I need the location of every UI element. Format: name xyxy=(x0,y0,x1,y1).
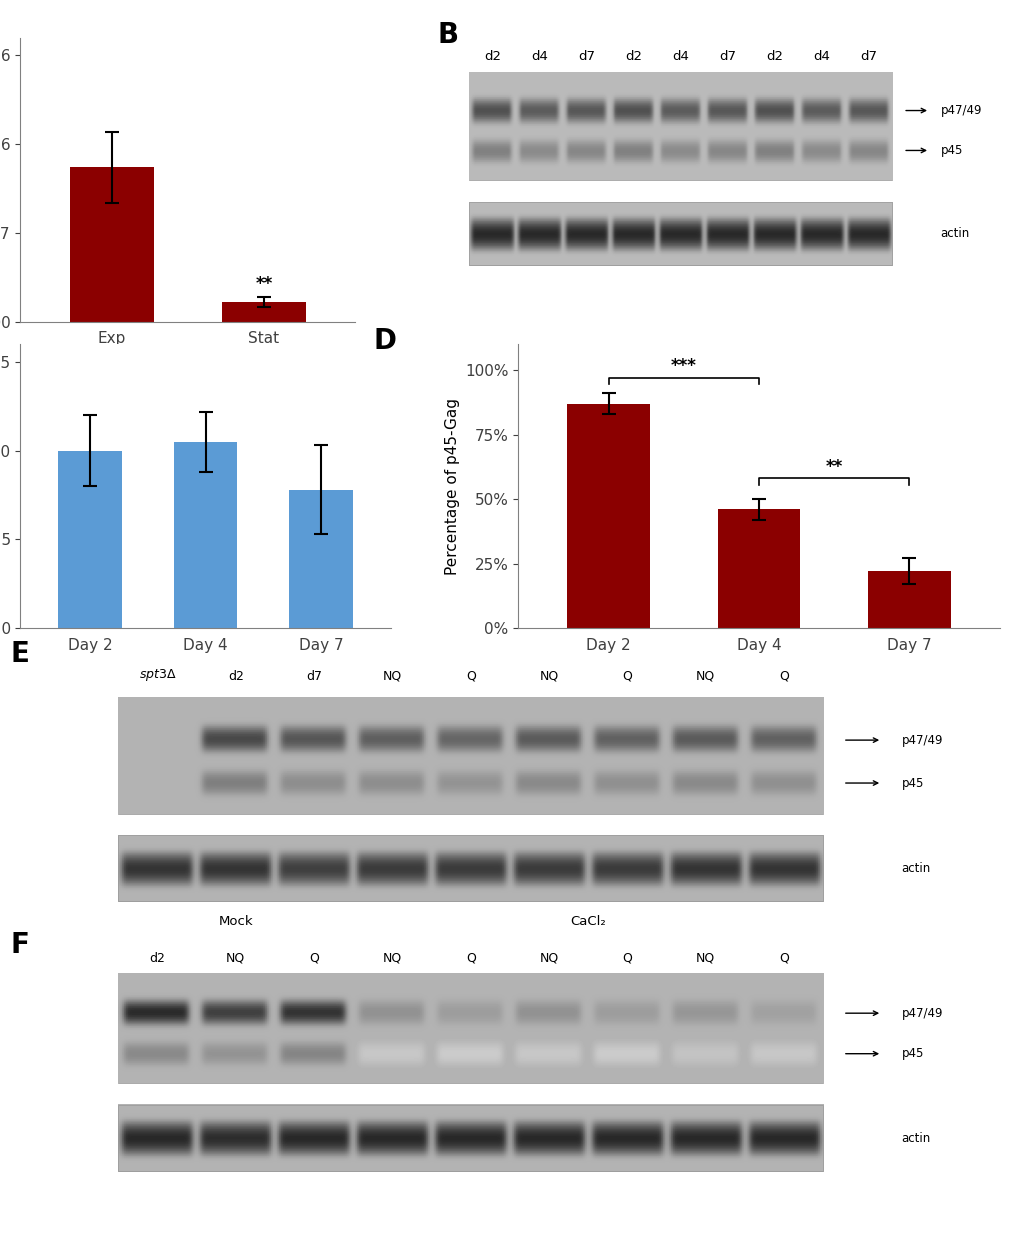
Text: Q: Q xyxy=(779,670,789,682)
Text: actin: actin xyxy=(901,1131,930,1145)
Bar xyxy=(567,404,649,628)
Text: F: F xyxy=(10,932,30,959)
Text: D: D xyxy=(374,327,396,355)
Text: d7: d7 xyxy=(578,50,595,63)
Bar xyxy=(222,302,306,321)
Text: Q: Q xyxy=(779,952,789,964)
Text: p45: p45 xyxy=(940,144,962,157)
Bar xyxy=(118,974,822,1083)
Bar xyxy=(717,509,800,628)
Text: $\it{spt3}$Δ: $\it{spt3}$Δ xyxy=(139,667,176,682)
Text: Q: Q xyxy=(466,670,475,682)
Text: Q: Q xyxy=(309,952,319,964)
Bar xyxy=(118,698,822,814)
Text: d2: d2 xyxy=(150,952,165,964)
Text: Mock: Mock xyxy=(218,915,253,928)
Text: Q: Q xyxy=(622,670,632,682)
Text: Q: Q xyxy=(466,952,475,964)
Text: ***: *** xyxy=(671,357,696,375)
Text: p45: p45 xyxy=(901,776,923,790)
Text: **: ** xyxy=(255,275,272,293)
Text: actin: actin xyxy=(940,227,969,240)
Text: d2: d2 xyxy=(484,50,501,63)
Bar xyxy=(118,1105,822,1171)
Text: p47/49: p47/49 xyxy=(901,734,943,746)
Bar xyxy=(469,202,892,265)
Text: d2: d2 xyxy=(765,50,783,63)
Bar xyxy=(58,450,121,628)
Bar xyxy=(289,490,353,628)
Text: NQ: NQ xyxy=(226,952,246,964)
Bar xyxy=(469,71,892,179)
Bar xyxy=(469,202,892,265)
Text: **: ** xyxy=(824,458,842,477)
Text: d4: d4 xyxy=(531,50,548,63)
Text: E: E xyxy=(10,641,30,668)
Text: NQ: NQ xyxy=(696,952,714,964)
Text: p47/49: p47/49 xyxy=(940,104,981,117)
Text: p47/49: p47/49 xyxy=(901,1007,943,1020)
Text: p45: p45 xyxy=(901,1047,923,1060)
Text: NQ: NQ xyxy=(539,952,558,964)
Text: d4: d4 xyxy=(672,50,689,63)
Text: NQ: NQ xyxy=(382,670,401,682)
Text: NQ: NQ xyxy=(382,952,401,964)
Bar xyxy=(118,1105,822,1171)
Text: Q: Q xyxy=(622,952,632,964)
Text: d4: d4 xyxy=(813,50,829,63)
Bar xyxy=(867,572,950,628)
Text: NQ: NQ xyxy=(539,670,558,682)
Y-axis label: Percentage of p45-Gag: Percentage of p45-Gag xyxy=(444,398,460,574)
Text: NQ: NQ xyxy=(696,670,714,682)
Text: d7: d7 xyxy=(718,50,736,63)
Bar xyxy=(69,167,154,321)
Text: actin: actin xyxy=(901,861,930,875)
Text: d7: d7 xyxy=(860,50,876,63)
Bar xyxy=(118,835,822,902)
Text: CaCl₂: CaCl₂ xyxy=(570,915,605,928)
Text: B: B xyxy=(437,20,458,49)
Bar xyxy=(173,441,237,628)
Text: d2: d2 xyxy=(227,670,244,682)
Text: d7: d7 xyxy=(306,670,322,682)
Text: d2: d2 xyxy=(625,50,642,63)
Bar xyxy=(118,835,822,902)
